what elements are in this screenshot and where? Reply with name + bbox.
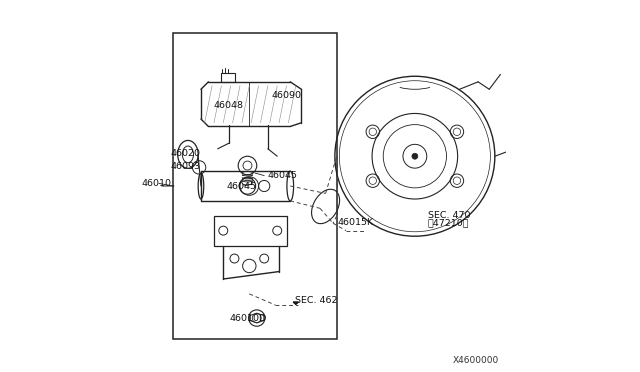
Text: 46090: 46090: [271, 92, 301, 100]
Text: 46010D: 46010D: [230, 314, 268, 323]
Text: 46010: 46010: [141, 179, 172, 188]
Text: 46045: 46045: [227, 182, 256, 190]
Text: 46048: 46048: [213, 101, 243, 110]
Text: X4600000: X4600000: [452, 356, 499, 365]
Bar: [221, 73, 235, 82]
Text: SEC. 462: SEC. 462: [294, 296, 337, 305]
Text: 46015K: 46015K: [337, 218, 373, 227]
Circle shape: [412, 153, 418, 159]
Text: 46093: 46093: [170, 162, 200, 171]
Text: 46020: 46020: [170, 149, 200, 158]
Text: SEC. 470: SEC. 470: [428, 211, 470, 219]
Bar: [214, 216, 287, 246]
Bar: [173, 33, 337, 339]
Text: 46045: 46045: [268, 171, 298, 180]
Polygon shape: [293, 302, 298, 304]
Text: ぇ47210え: ぇ47210え: [428, 219, 469, 228]
